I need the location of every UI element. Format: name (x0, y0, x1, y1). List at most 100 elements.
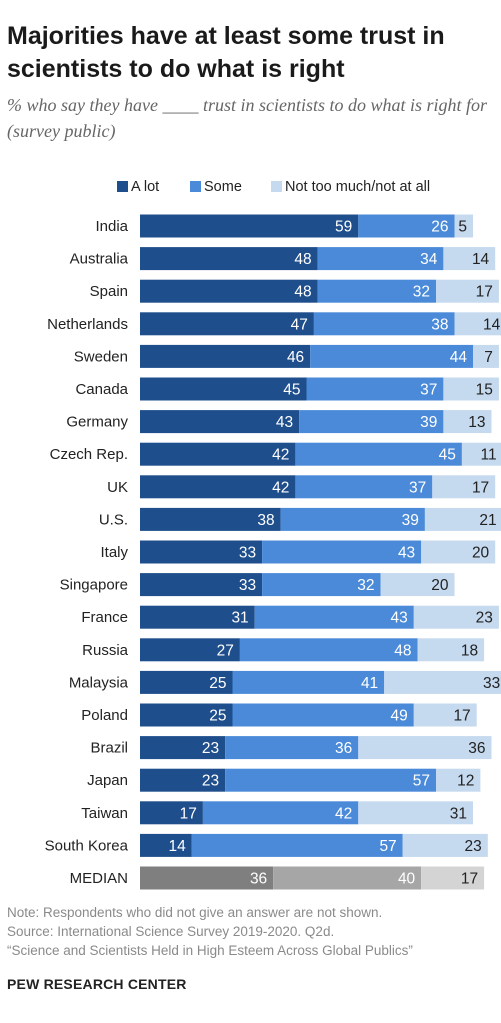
value-label-malaysia-a-lot: 25 (209, 675, 226, 692)
value-label-sweden-a-lot: 46 (287, 349, 304, 366)
bar-france-not-too-much-not-at-all (413, 605, 499, 629)
value-label-australia-some: 34 (420, 251, 438, 268)
value-label-russia-some: 48 (394, 642, 411, 659)
bar-netherlands-not-too-much-not-at-all (454, 312, 501, 336)
bar-brazil-a-lot (140, 736, 226, 760)
bar-malaysia-not-too-much-not-at-all (384, 670, 501, 694)
value-label-singapore-a-lot: 33 (239, 577, 256, 594)
category-label-germany: Germany (66, 414, 128, 431)
value-label-south-korea-not-too-much-not-at-all: 23 (465, 838, 482, 855)
bar-czech-rep-some (295, 442, 462, 466)
value-label-singapore-not-too-much-not-at-all: 20 (431, 577, 449, 594)
value-label-median-not-too-much-not-at-all: 17 (461, 871, 478, 888)
bar-france-some (254, 605, 414, 629)
bar-u-s-some (280, 507, 425, 531)
bar-taiwan-some (202, 801, 359, 825)
bar-singapore-some (262, 573, 381, 597)
value-label-india-not-too-much-not-at-all: 5 (458, 219, 467, 236)
bar-japan-a-lot (140, 768, 226, 792)
value-label-taiwan-a-lot: 17 (180, 805, 197, 822)
bar-czech-rep-a-lot (140, 442, 296, 466)
value-label-canada-a-lot: 45 (283, 382, 300, 399)
value-label-u-s-some: 39 (402, 512, 419, 529)
value-label-brazil-some: 36 (335, 740, 352, 757)
legend-label-a-lot: A lot (131, 179, 159, 195)
bar-median-not-too-much-not-at-all (421, 866, 485, 890)
bar-uk-not-too-much-not-at-all (432, 475, 496, 499)
bar-australia-not-too-much-not-at-all (443, 247, 496, 271)
value-label-median-a-lot: 36 (250, 871, 267, 888)
bar-median-a-lot (140, 866, 274, 890)
bar-italy-not-too-much-not-at-all (421, 540, 496, 564)
value-label-taiwan-not-too-much-not-at-all: 31 (450, 805, 467, 822)
value-label-south-korea-some: 57 (379, 838, 396, 855)
category-label-poland: Poland (81, 707, 128, 724)
bar-netherlands-a-lot (140, 312, 314, 336)
category-label-sweden: Sweden (74, 348, 128, 365)
category-label-czech-rep: Czech Rep. (50, 446, 128, 463)
bar-germany-some (299, 410, 444, 434)
bar-south-korea-not-too-much-not-at-all (402, 833, 488, 857)
footer-note: Note: Respondents who did not give an an… (7, 905, 383, 920)
category-label-italy: Italy (100, 544, 128, 561)
bar-russia-a-lot (140, 638, 240, 662)
category-label-netherlands: Netherlands (47, 316, 128, 333)
value-label-sweden-some: 44 (450, 349, 468, 366)
bar-spain-some (317, 279, 436, 303)
value-label-brazil-a-lot: 23 (202, 740, 219, 757)
category-label-brazil: Brazil (90, 740, 128, 757)
chart-subtitle: % who say they have ____ trust in scient… (7, 95, 487, 141)
value-label-netherlands-a-lot: 47 (291, 316, 308, 333)
stacked-bar-chart: A lot Some Not too much/not at all India 59 2… (45, 179, 501, 890)
bar-malaysia-some (232, 670, 385, 694)
footer: Note: Respondents who did not give an an… (7, 903, 497, 960)
bar-taiwan-a-lot (140, 801, 203, 825)
bar-uk-some (295, 475, 433, 499)
category-label-russia: Russia (82, 642, 129, 659)
value-label-uk-a-lot: 42 (272, 479, 289, 496)
category-label-taiwan: Taiwan (81, 805, 128, 822)
value-label-india-a-lot: 59 (335, 219, 352, 236)
bar-russia-not-too-much-not-at-all (417, 638, 485, 662)
bar-spain-not-too-much-not-at-all (436, 279, 499, 303)
bar-germany-not-too-much-not-at-all (443, 410, 492, 434)
legend-swatch-some (190, 181, 201, 192)
value-label-australia-a-lot: 48 (294, 251, 311, 268)
bar-india-not-too-much-not-at-all (454, 214, 473, 238)
bar-singapore-a-lot (140, 573, 263, 597)
value-label-japan-not-too-much-not-at-all: 12 (457, 773, 474, 790)
bar-poland-some (232, 703, 414, 727)
bar-japan-some (225, 768, 436, 792)
bar-uk-a-lot (140, 475, 296, 499)
category-label-india: India (95, 218, 128, 235)
value-label-median-some: 40 (398, 871, 416, 888)
value-label-uk-some: 37 (409, 479, 426, 496)
bar-brazil-not-too-much-not-at-all (358, 736, 492, 760)
value-label-germany-not-too-much-not-at-all: 13 (468, 414, 485, 431)
category-label-south-korea: South Korea (45, 837, 129, 854)
value-label-spain-not-too-much-not-at-all: 17 (476, 284, 493, 301)
value-label-malaysia-not-too-much-not-at-all: 33 (483, 675, 500, 692)
bar-australia-a-lot (140, 247, 318, 271)
value-label-czech-rep-not-too-much-not-at-all: 11 (481, 447, 497, 464)
bar-south-korea-some (191, 833, 403, 857)
bar-japan-not-too-much-not-at-all (436, 768, 481, 792)
value-label-japan-a-lot: 23 (202, 773, 219, 790)
bar-singapore-not-too-much-not-at-all (380, 573, 455, 597)
category-label-australia: Australia (70, 251, 129, 268)
value-label-poland-some: 49 (391, 708, 408, 725)
value-label-south-korea-a-lot: 14 (169, 838, 187, 855)
bar-south-korea-a-lot (140, 833, 192, 857)
value-label-russia-a-lot: 27 (217, 642, 234, 659)
value-label-netherlands-some: 38 (431, 316, 448, 333)
value-label-japan-some: 57 (413, 773, 430, 790)
category-label-uk: UK (107, 479, 128, 496)
value-label-spain-some: 32 (413, 284, 430, 301)
value-label-canada-not-too-much-not-at-all: 15 (476, 382, 493, 399)
value-label-singapore-some: 32 (357, 577, 374, 594)
bar-spain-a-lot (140, 279, 318, 303)
bar-india-a-lot (140, 214, 359, 238)
category-label-canada: Canada (75, 381, 128, 398)
value-label-australia-not-too-much-not-at-all: 14 (472, 251, 490, 268)
brand-logo-text: PEW RESEARCH CENTER (7, 976, 187, 992)
